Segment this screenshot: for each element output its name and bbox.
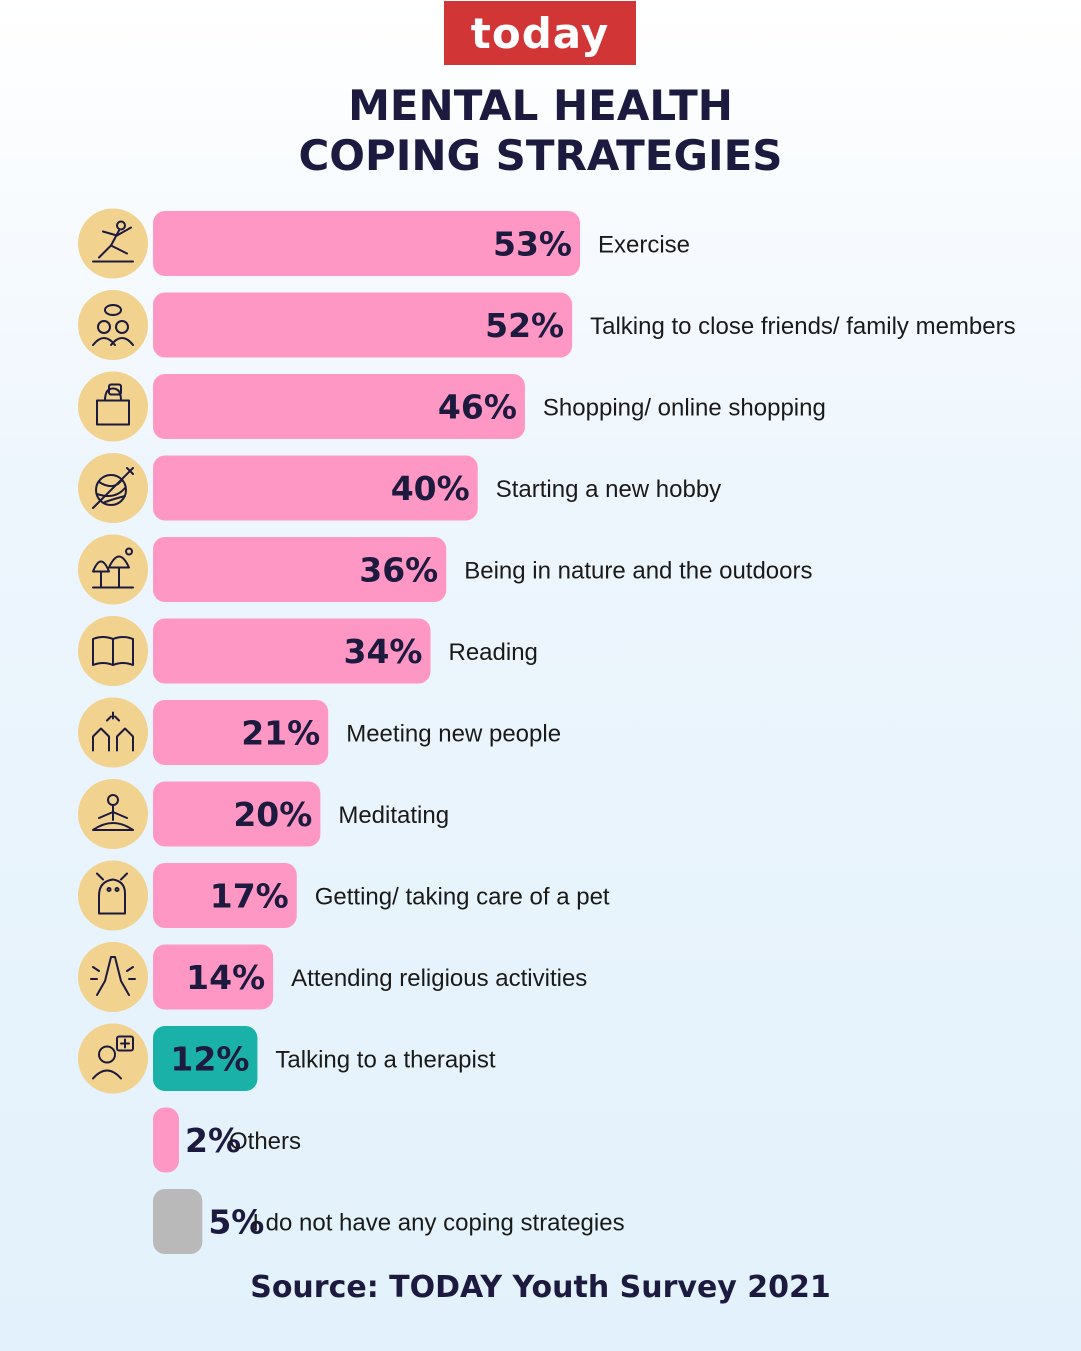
bar bbox=[153, 455, 478, 521]
bar bbox=[153, 211, 580, 276]
bar bbox=[153, 537, 447, 602]
value-label: 21% bbox=[241, 714, 320, 753]
bar bbox=[153, 863, 297, 928]
bar bbox=[153, 1189, 203, 1254]
category-label: Meeting new people bbox=[346, 721, 561, 748]
category-label: Getting/ taking care of a pet bbox=[315, 884, 610, 911]
value-label: 17% bbox=[210, 877, 289, 916]
bar-row: 53% Exercise bbox=[78, 208, 690, 279]
value-label: 20% bbox=[233, 795, 312, 834]
bar bbox=[153, 292, 573, 358]
meeting-people-icon bbox=[92, 711, 134, 752]
category-label: Shopping/ online shopping bbox=[543, 395, 826, 422]
bar-row: 36% Being in nature and the outdoors bbox=[78, 534, 813, 605]
icon-circle bbox=[78, 534, 148, 605]
bar bbox=[153, 1026, 258, 1091]
category-label: Reading bbox=[449, 639, 538, 666]
bar-row: 34% Reading bbox=[78, 616, 538, 686]
bar-row: 17% Getting/ taking care of a pet bbox=[78, 860, 610, 931]
icon-circle bbox=[78, 697, 148, 768]
pet-icon bbox=[96, 872, 128, 915]
bar bbox=[153, 944, 274, 1010]
bar-row: 12% Talking to a therapist bbox=[78, 1023, 496, 1094]
bar bbox=[153, 1107, 179, 1173]
bar bbox=[153, 781, 321, 847]
value-label: 12% bbox=[170, 1040, 249, 1079]
bar-row: 5%I do not have any coping strategies bbox=[153, 1189, 625, 1254]
bar bbox=[153, 618, 431, 684]
value-label: 52% bbox=[485, 306, 564, 345]
chart-title-line-1: MENTAL HEALTH bbox=[348, 81, 733, 130]
value-label: 2% bbox=[185, 1121, 241, 1160]
yarn-hobby-icon bbox=[92, 467, 134, 509]
value-label: 46% bbox=[438, 388, 517, 427]
praying-hands-icon bbox=[90, 956, 136, 996]
icon-circle bbox=[78, 860, 148, 931]
bar-row: 14% Attending religious activities bbox=[78, 942, 587, 1012]
value-label: 14% bbox=[186, 958, 265, 997]
value-label: 36% bbox=[359, 551, 438, 590]
bar-row: 2%Others bbox=[153, 1107, 301, 1173]
bar-row: 40% Starting a new hobby bbox=[78, 453, 721, 523]
chart-title-line-2: COPING STRATEGIES bbox=[298, 131, 783, 180]
category-label: Others bbox=[229, 1128, 301, 1155]
nature-trees-icon bbox=[92, 547, 134, 589]
today-logo: today bbox=[444, 1, 636, 65]
category-label: Talking to close friends/ family members bbox=[590, 313, 1015, 340]
bar bbox=[153, 374, 525, 439]
icon-circle bbox=[78, 942, 148, 1012]
category-label: Attending religious activities bbox=[291, 965, 587, 992]
icon-circle bbox=[78, 290, 148, 360]
bar bbox=[153, 700, 329, 765]
value-label: 5% bbox=[208, 1203, 264, 1242]
bar-row: 21% Meeting new people bbox=[78, 697, 561, 768]
friends-talking-icon bbox=[92, 304, 134, 346]
category-label: Starting a new hobby bbox=[496, 476, 721, 503]
bar-row: 52% Talking to close friends/ family memb… bbox=[78, 290, 1016, 360]
category-label: Talking to a therapist bbox=[275, 1047, 495, 1074]
category-label: Being in nature and the outdoors bbox=[464, 558, 812, 585]
value-label: 53% bbox=[493, 225, 572, 264]
bar-row: 46% Shopping/ online shopping bbox=[78, 371, 826, 442]
bar-row: 20% Meditating bbox=[78, 779, 449, 849]
meditation-icon bbox=[92, 794, 134, 831]
value-label: 40% bbox=[391, 469, 470, 508]
icon-circle bbox=[78, 371, 148, 442]
book-icon bbox=[92, 636, 134, 666]
category-label: I do not have any coping strategies bbox=[252, 1210, 624, 1237]
therapist-icon bbox=[92, 1035, 134, 1080]
value-label: 34% bbox=[344, 632, 423, 671]
shopping-bag-icon bbox=[96, 383, 130, 426]
category-label: Exercise bbox=[598, 232, 690, 259]
category-label: Meditating bbox=[338, 802, 449, 829]
exercise-icon bbox=[92, 220, 134, 263]
source-note: Source: TODAY Youth Survey 2021 bbox=[250, 1270, 831, 1305]
